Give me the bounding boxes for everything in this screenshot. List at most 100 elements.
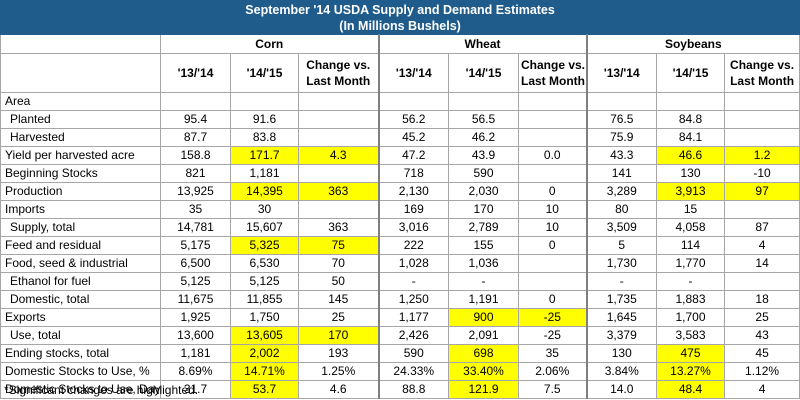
table-cell: 1.2 [723, 146, 800, 165]
table-cell: 155 [448, 236, 519, 255]
row-label: Use, total [0, 326, 161, 345]
table-cell: 14.0 [585, 380, 657, 399]
table-cell: 45.2 [377, 128, 449, 147]
change-line-2: Last Month [306, 74, 371, 88]
column-header-corn-14-15: '14/'15 [230, 53, 299, 93]
table-cell: 1.12% [723, 362, 800, 381]
table-cell: 6,500 [160, 254, 231, 273]
footnote: *Significant changes are highlighted. [4, 383, 199, 397]
table-cell [518, 272, 587, 291]
table-cell: 1,883 [656, 290, 725, 309]
table-cell: 5 [585, 236, 657, 255]
table-cell: 56.2 [377, 110, 449, 129]
table-cell: 35 [160, 200, 231, 219]
row-label: Food, seed & industrial [0, 254, 161, 273]
row-label: Harvested [0, 128, 161, 147]
table-cell: 4,058 [656, 218, 725, 237]
table-row: Ethanol for fuel 5,125 5,125 50- - - - [0, 272, 800, 291]
table-cell: -25 [518, 326, 587, 345]
table-cell: 5,175 [160, 236, 231, 255]
table-cell: 1,700 [656, 308, 725, 327]
table-cell [723, 92, 800, 111]
row-label: Ethanol for fuel [0, 272, 161, 291]
table-cell: 158.8 [160, 146, 231, 165]
table-cell: 1,730 [585, 254, 657, 273]
table-cell: 141 [585, 164, 657, 183]
table-cell: 170 [298, 326, 379, 345]
table-cell: 821 [160, 164, 231, 183]
table-cell: 95.4 [160, 110, 231, 129]
table-cell: 97 [723, 182, 800, 201]
table-cell: 70 [298, 254, 379, 273]
table-cell: 2,091 [448, 326, 519, 345]
table-cell: 84.1 [656, 128, 725, 147]
table-cell: 11,675 [160, 290, 231, 309]
table-cell: 15,607 [230, 218, 299, 237]
row-label: Ending stocks, total [0, 344, 161, 363]
table-cell: 15 [656, 200, 725, 219]
group-header-blank [0, 34, 161, 54]
table-cell [298, 200, 379, 219]
table-cell: 171.7 [230, 146, 299, 165]
table-cell: 87.7 [160, 128, 231, 147]
table-cell: 3,583 [656, 326, 725, 345]
table-cell: 2,002 [230, 344, 299, 363]
table-cell: 2.06% [518, 362, 587, 381]
table-cell: 1,036 [448, 254, 519, 273]
table-row: Beginning Stocks 821 1,181 718 590 141 130 -10 [0, 164, 800, 183]
table-cell: 14 [723, 254, 800, 273]
table-cell: 13,600 [160, 326, 231, 345]
table-cell: 84.8 [656, 110, 725, 129]
row-label: Area [0, 92, 161, 111]
table-cell: 145 [298, 290, 379, 309]
table-cell: 83.8 [230, 128, 299, 147]
row-label: Feed and residual [0, 236, 161, 255]
table-cell: 130 [656, 164, 725, 183]
table-cell [585, 92, 657, 111]
table-cell [518, 164, 587, 183]
table-cell: 1.25% [298, 362, 379, 381]
table-cell: -10 [723, 164, 800, 183]
table-cell: 718 [377, 164, 449, 183]
table-cell: 114 [656, 236, 725, 255]
table-cell: 7.5 [518, 380, 587, 399]
table-cell: 8.69% [160, 362, 231, 381]
table-cell: 10 [518, 200, 587, 219]
column-header-row: '13/'14 '14/'15 Change vs. Last Month '13… [0, 53, 800, 93]
table-cell: - [448, 272, 519, 291]
table-cell: 25 [723, 308, 800, 327]
table-cell [518, 254, 587, 273]
table-cell: 1,250 [377, 290, 449, 309]
change-line-2: Last Month [730, 74, 795, 88]
table-cell: 1,181 [160, 344, 231, 363]
table-cell: 1,028 [377, 254, 449, 273]
table-cell: 11,855 [230, 290, 299, 309]
table-row: Feed and residual 5,175 5,325 75 222 155 0 5 114… [0, 236, 800, 255]
table-row: Use, total 13,600 13,605 170 2,426 2,091 -25 3,… [0, 326, 800, 345]
table-cell: 14,395 [230, 182, 299, 201]
table-cell: 130 [585, 344, 657, 363]
table-cell [298, 110, 379, 129]
table-cell: 24.33% [377, 362, 449, 381]
table-cell: 222 [377, 236, 449, 255]
table-cell: 1,770 [656, 254, 725, 273]
table-cell: 4.3 [298, 146, 379, 165]
table-cell [160, 92, 231, 111]
table-cell: 87 [723, 218, 800, 237]
table-cell [723, 200, 800, 219]
table-cell: 3.84% [585, 362, 657, 381]
group-header-soybeans: Soybeans [585, 34, 800, 54]
table-cell: 76.5 [585, 110, 657, 129]
column-header-wheat-change: Change vs. Last Month [518, 53, 587, 93]
table-cell: 121.9 [448, 380, 519, 399]
table-cell: 4 [723, 236, 800, 255]
table-cell [656, 92, 725, 111]
table-cell: 18 [723, 290, 800, 309]
table-cell: 1,925 [160, 308, 231, 327]
table-cell: 0 [518, 290, 587, 309]
table-cell: 4 [723, 380, 800, 399]
table-row: Yield per harvested acre 158.8 171.7 4.3 47.… [0, 146, 800, 165]
table-cell: 35 [518, 344, 587, 363]
column-header-corn-change: Change vs. Last Month [298, 53, 379, 93]
group-header-row: Corn Wheat Soybeans [0, 34, 800, 54]
